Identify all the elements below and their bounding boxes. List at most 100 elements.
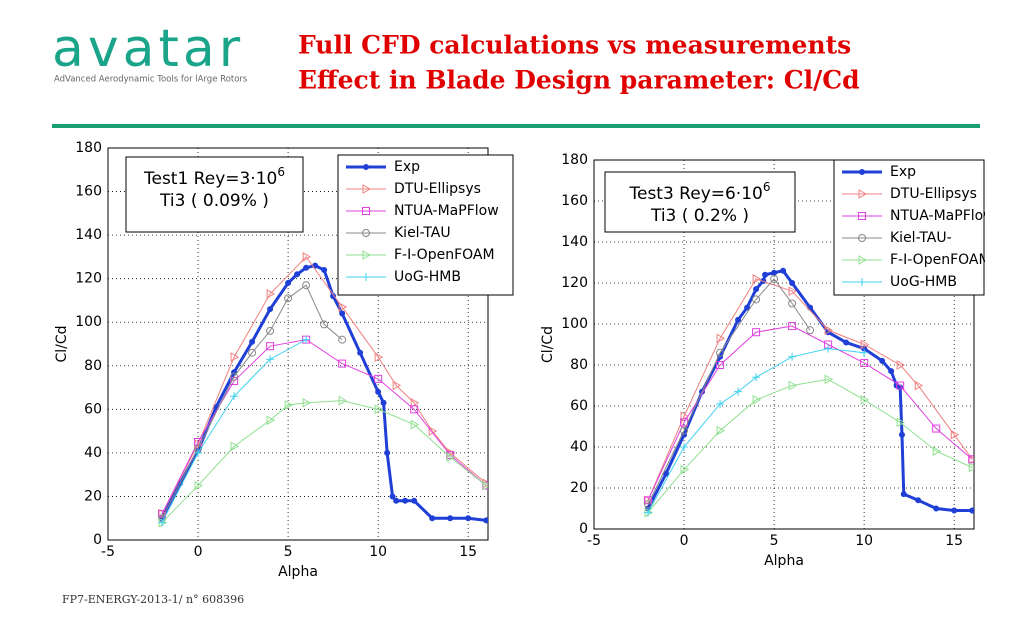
data-point xyxy=(716,361,725,369)
series-line xyxy=(647,378,973,513)
annotation-text: Test3 Rey=6·10 xyxy=(628,184,762,204)
data-point xyxy=(968,462,974,473)
data-point xyxy=(447,515,454,522)
y-tick-label: 140 xyxy=(561,234,588,250)
data-point xyxy=(338,359,347,368)
data-point xyxy=(158,518,167,527)
series-line xyxy=(647,348,865,513)
data-point xyxy=(266,342,275,351)
data-point xyxy=(303,264,310,271)
data-point xyxy=(230,441,240,452)
x-tick-label: 5 xyxy=(770,533,779,549)
y-tick-label: 100 xyxy=(75,314,102,330)
data-point xyxy=(752,328,761,337)
legend-marker xyxy=(362,184,372,194)
series-group xyxy=(158,252,488,528)
data-point xyxy=(374,404,384,415)
data-point xyxy=(824,344,833,353)
y-tick-label: 20 xyxy=(570,480,588,496)
data-point xyxy=(393,497,400,504)
y-tick-label: 0 xyxy=(93,532,102,548)
data-point xyxy=(824,374,834,385)
y-tick-label: 120 xyxy=(561,275,588,291)
legend-label: Exp xyxy=(890,164,916,180)
data-point xyxy=(788,352,797,361)
y-tick-label: 160 xyxy=(75,184,102,200)
data-point xyxy=(789,280,796,286)
data-point xyxy=(194,448,203,457)
y-tick-label: 60 xyxy=(570,398,588,414)
annotation-exponent: 6 xyxy=(277,165,285,179)
data-point xyxy=(465,515,472,522)
data-point xyxy=(860,348,869,357)
data-point xyxy=(230,372,239,381)
data-point xyxy=(302,252,312,262)
y-tick-label: 20 xyxy=(84,488,102,504)
data-point xyxy=(843,339,850,346)
legend-marker xyxy=(362,273,370,281)
data-point xyxy=(302,397,312,408)
legend-label: F-I-OpenFOAM xyxy=(890,252,991,268)
data-point xyxy=(644,508,653,517)
data-point xyxy=(410,419,420,430)
data-point xyxy=(735,316,742,323)
y-tick-label: 120 xyxy=(75,271,102,287)
logo-tagline: AdVanced Aerodynamic Tools for lArge Rot… xyxy=(54,75,248,85)
series-line xyxy=(647,278,811,505)
series-line xyxy=(161,284,343,519)
data-point xyxy=(339,310,346,317)
x-axis-label: Alpha xyxy=(278,564,318,580)
data-point xyxy=(716,333,726,344)
data-point xyxy=(879,357,886,364)
data-point xyxy=(888,368,895,375)
x-tick-label: 10 xyxy=(855,533,873,549)
series-group xyxy=(644,267,974,518)
data-point xyxy=(321,266,328,273)
y-tick-label: 0 xyxy=(579,521,588,537)
data-point xyxy=(915,497,922,504)
data-point xyxy=(914,380,924,391)
data-point xyxy=(932,424,941,433)
data-point xyxy=(716,348,725,357)
data-point xyxy=(752,373,761,382)
legend-label: Exp xyxy=(394,159,420,175)
legend-label: DTU-Ellipsys xyxy=(394,181,481,197)
annotation-box xyxy=(604,171,796,233)
data-point xyxy=(788,299,797,308)
data-point xyxy=(762,271,769,278)
legend-label: Kiel-TAU xyxy=(394,225,451,241)
data-point xyxy=(933,505,940,512)
data-point xyxy=(374,374,383,383)
annotation: Ti3 ( 0.2% ) xyxy=(650,206,749,226)
data-point xyxy=(806,326,815,335)
legend-marker xyxy=(859,169,865,175)
y-tick-label: 40 xyxy=(570,439,588,455)
legend-label: NTUA-MaPFlow xyxy=(394,203,499,219)
data-point xyxy=(896,381,905,390)
legend-marker xyxy=(362,207,370,215)
data-point xyxy=(302,281,311,290)
legend-marker xyxy=(858,234,866,242)
x-tick-label: 15 xyxy=(459,544,477,560)
data-point xyxy=(284,400,294,410)
y-tick-label: 160 xyxy=(561,193,588,209)
annotation: Test1 Rey=3·106 xyxy=(143,165,285,190)
y-tick-label: 180 xyxy=(561,152,588,168)
data-point xyxy=(230,352,240,362)
annotation: Test3 Rey=6·106 xyxy=(628,180,770,205)
data-point xyxy=(744,304,751,311)
data-point xyxy=(780,267,787,274)
data-point xyxy=(285,280,292,287)
data-point xyxy=(896,417,906,428)
y-axis-label: Cl/Cd xyxy=(54,325,70,362)
legend-marker xyxy=(858,278,866,286)
x-tick-label: -5 xyxy=(587,533,601,549)
data-point xyxy=(752,394,762,405)
data-point xyxy=(680,426,689,435)
legend-label: NTUA-MaPFlow xyxy=(890,208,995,224)
data-point xyxy=(752,295,761,304)
slide-title: Effect in Blade Design parameter: Cl/Cd xyxy=(298,66,860,95)
data-point xyxy=(284,294,293,303)
y-tick-label: 60 xyxy=(84,401,102,417)
legend: Exp DTU-Ellipsys NTUA-MaPFlow Kiel-TAU F-I-O… xyxy=(337,154,514,296)
